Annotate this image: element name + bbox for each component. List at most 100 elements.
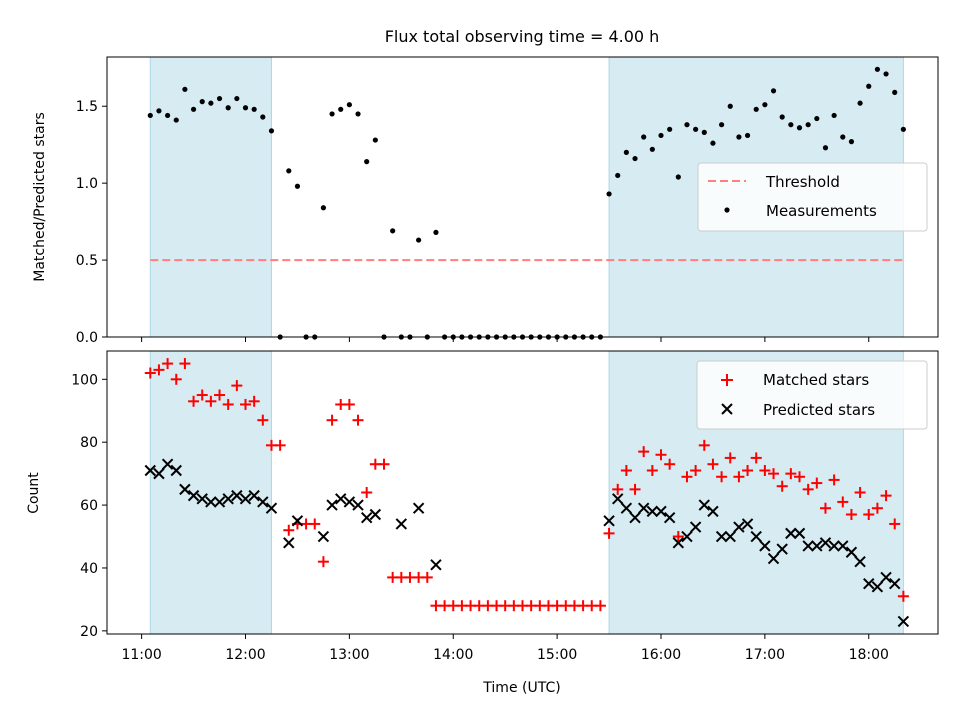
matched-star-point — [188, 395, 200, 407]
matched-star-point — [343, 398, 355, 410]
predicted-star-point — [620, 502, 633, 514]
legend-predicted-swatch — [721, 403, 733, 415]
predicted-star-point — [646, 505, 659, 518]
bottom-axes: 20 40 60 80 100 11:00 12:00 13:00 14:00 15:00 16:0… — [71, 372, 889, 663]
predicted-star-point — [672, 537, 685, 549]
measurement-point — [182, 86, 188, 92]
matched-star-point — [170, 373, 182, 385]
measurement-point — [840, 134, 846, 140]
bottom-legend-box — [696, 360, 928, 430]
matched-star-point — [750, 452, 762, 464]
top-y-tick-label: 0.0 — [76, 330, 98, 346]
measurement-point — [900, 126, 906, 132]
matched-star-point — [690, 464, 702, 476]
measurement-points — [147, 66, 906, 340]
predicted-star-point — [698, 499, 710, 511]
measurement-point — [164, 112, 171, 119]
matched-star-point — [274, 439, 286, 451]
matched-star-point — [759, 464, 771, 476]
measurement-point — [615, 172, 621, 179]
matched-star-point — [802, 483, 814, 495]
matched-star-point — [240, 398, 251, 410]
predicted-star-point — [681, 530, 693, 543]
measurement-point — [242, 105, 249, 111]
measurement-point — [693, 126, 699, 132]
measurement-point — [701, 129, 707, 135]
measurement-point — [857, 100, 863, 106]
predicted-star-point — [343, 496, 356, 508]
matched-star-point — [845, 509, 857, 521]
predicted-star-point — [603, 515, 615, 527]
matched-star-point — [785, 468, 797, 480]
x-tick-label: 14:00 — [433, 647, 473, 663]
measurement-point — [831, 112, 837, 119]
shaded-span-bottom-0 — [149, 350, 272, 635]
x-axis-label: Time (UTC) — [482, 680, 560, 696]
measurement-point — [736, 134, 742, 140]
predicted-star-point — [360, 511, 373, 524]
matched-star-point — [612, 483, 624, 495]
measurement-point — [753, 106, 759, 112]
measurement-point — [649, 146, 655, 152]
predicted-star-point — [205, 496, 217, 508]
matched-star-point — [880, 490, 892, 502]
measurement-point — [190, 106, 197, 112]
x-tick-label: 17:00 — [745, 647, 785, 663]
predicted-star-point — [776, 543, 788, 555]
measurement-point — [866, 83, 872, 89]
predicted-star-point — [196, 493, 208, 505]
predicted-star-point — [179, 483, 191, 496]
measurement-point — [390, 228, 396, 234]
predicted-star-point — [793, 527, 806, 540]
predicted-star-point — [707, 505, 719, 518]
measurement-point — [632, 155, 638, 162]
measurement-point — [710, 140, 716, 146]
measurement-point — [268, 128, 275, 134]
measurement-point — [338, 106, 344, 112]
legend-threshold-label: Threshold — [765, 173, 840, 191]
measurement-point — [225, 105, 231, 111]
matched-star-point — [854, 487, 866, 498]
measurement-point — [770, 88, 777, 94]
measurement-point — [416, 237, 422, 243]
measurement-point — [199, 99, 205, 105]
predicted-star-point — [395, 518, 408, 530]
matched-star-point — [603, 527, 615, 539]
matched-star-point — [742, 464, 754, 476]
legend-predicted-label: Predicted stars — [763, 401, 875, 419]
predicted-star-point — [265, 502, 278, 514]
measurement-point — [892, 89, 898, 95]
predicted-star-point — [369, 508, 382, 521]
top-y-tick-label: 1.0 — [76, 176, 98, 192]
measurement-point — [667, 126, 673, 132]
predicted-star-point — [767, 552, 780, 565]
top-y-tick-label: 0.5 — [76, 253, 98, 269]
matched-star-point — [897, 590, 909, 602]
matched-star-point — [819, 502, 831, 514]
matched-star-point — [716, 471, 728, 483]
measurement-point — [208, 100, 214, 106]
measurement-point — [675, 174, 681, 180]
measurement-point — [796, 125, 803, 131]
matched-star-point — [162, 358, 174, 370]
matched-star-point — [205, 395, 217, 407]
predicted-star-point — [637, 502, 650, 514]
predicted-star-point — [759, 540, 771, 552]
matched-star-point — [248, 395, 260, 407]
measurement-point — [762, 102, 768, 108]
legend-measurement-label: Measurements — [766, 202, 877, 220]
predicted-star-point — [750, 530, 762, 543]
x-tick-label: 12:00 — [225, 647, 265, 663]
predicted-star-point — [248, 489, 260, 502]
measurement-point — [260, 114, 266, 120]
predicted-star-point — [170, 464, 182, 477]
matched-star-point — [352, 414, 364, 426]
matched-star-point — [421, 571, 433, 583]
matched-star-point — [707, 458, 719, 470]
predicted-star-point — [715, 530, 728, 543]
measurement-point — [658, 132, 664, 139]
measurement-point — [779, 114, 785, 120]
predicted-star-point — [854, 555, 866, 568]
matched-star-point — [768, 468, 780, 480]
predicted-star-point — [153, 467, 165, 480]
